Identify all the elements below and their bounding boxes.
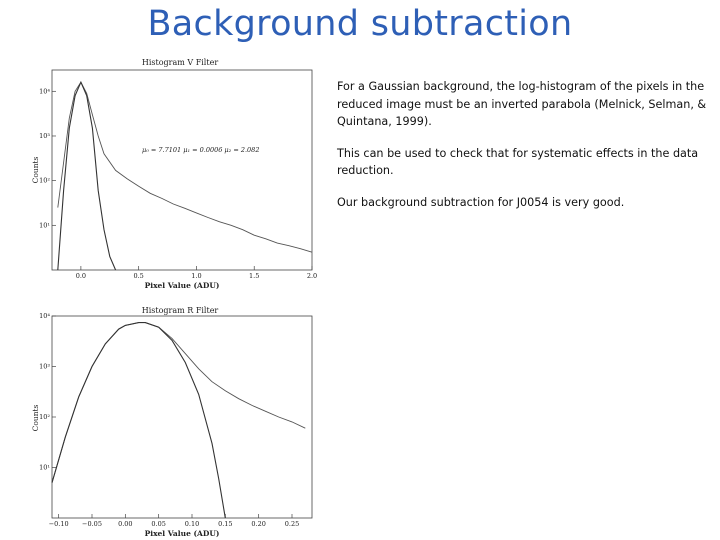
x-tick-label: −0.10 xyxy=(49,520,69,528)
y-tick-label: 10¹ xyxy=(39,464,50,472)
x-tick-label: 0.00 xyxy=(118,520,132,528)
x-tick-label: 2.0 xyxy=(307,272,317,280)
y-tick-label: 10² xyxy=(39,177,50,185)
histogram-r-xlabel: Pixel Value (ADU) xyxy=(145,529,220,538)
x-tick-label: 0.0 xyxy=(76,272,86,280)
body-text: For a Gaussian background, the log-histo… xyxy=(337,78,713,225)
y-tick-label: 10³ xyxy=(39,132,50,140)
histogram-v-ylabel: Counts xyxy=(31,156,40,183)
x-tick-label: −0.05 xyxy=(82,520,102,528)
paragraph-systematic-check: This can be used to check that for syste… xyxy=(337,146,699,178)
x-tick-label: 0.25 xyxy=(285,520,299,528)
x-tick-label: 0.15 xyxy=(218,520,232,528)
histogram-v-plot-frame xyxy=(51,69,313,271)
slide-title: Background subtraction xyxy=(147,4,573,44)
gaussian-fit-series xyxy=(57,80,117,271)
histogram-v-title: Histogram V Filter xyxy=(142,58,218,67)
histogram-r-ylabel: Counts xyxy=(31,404,40,431)
paragraph-gaussian-background: For a Gaussian background, the log-histo… xyxy=(337,80,707,128)
y-tick-label: 10⁴ xyxy=(39,312,50,320)
x-tick-label: 0.10 xyxy=(185,520,199,528)
x-tick-label: 1.0 xyxy=(191,272,201,280)
x-tick-label: 0.05 xyxy=(151,520,165,528)
x-tick-label: 0.5 xyxy=(133,272,143,280)
histogram-r-title: Histogram R Filter xyxy=(142,306,219,315)
y-tick-label: 10³ xyxy=(39,363,50,371)
y-tick-label: 10¹ xyxy=(39,221,50,229)
histogram-v-chart: Histogram V Filter 10⁴ 10³ 10² 10¹ 0.0 0.5 1.… xyxy=(30,56,330,292)
histogram-v-xlabel: Pixel Value (ADU) xyxy=(145,281,220,290)
histogram-v-figure: Histogram V Filter 10⁴ 10³ 10² 10¹ 0.0 0.5 1.… xyxy=(30,56,330,292)
histogram-r-chart: Histogram R Filter 10⁴ 10³ 10² 10¹ −0.10 −0.… xyxy=(30,300,330,540)
y-tick-label: 10⁴ xyxy=(39,87,50,95)
paragraph-conclusion: Our background subtraction for J0054 is … xyxy=(337,195,625,209)
histogram-v-fit-parameters: μ₀ = 7.7101 μ₁ = 0.0006 μ₂ = 2.082 xyxy=(142,146,259,154)
y-tick-label: 10² xyxy=(39,413,50,421)
histogram-r-figure: Histogram R Filter 10⁴ 10³ 10² 10¹ −0.10 −0.… xyxy=(30,300,330,540)
histogram-series xyxy=(57,81,313,253)
x-tick-label: 0.20 xyxy=(251,520,265,528)
gaussian-fit-series xyxy=(51,322,226,519)
x-tick-label: 1.5 xyxy=(249,272,259,280)
